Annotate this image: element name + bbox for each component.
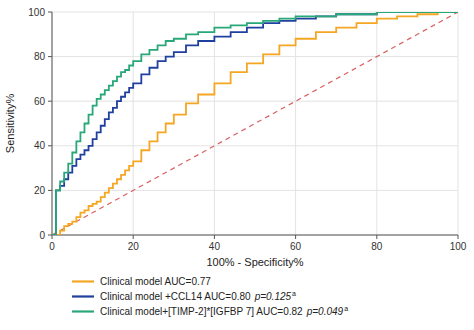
y-tick xyxy=(48,235,52,236)
y-axis xyxy=(52,12,53,235)
x-tick xyxy=(376,235,377,239)
y-tick-label: 80 xyxy=(34,51,46,62)
y-tick-label: 40 xyxy=(34,140,46,151)
y-tick xyxy=(48,12,52,13)
grid-line-y xyxy=(52,56,458,57)
x-axis xyxy=(52,235,458,236)
roc-curve xyxy=(52,12,458,235)
y-axis-label: Sensitivity% xyxy=(4,94,16,154)
x-tick-label: 80 xyxy=(371,241,383,252)
legend-entry: Clinical model AUC=0.77 xyxy=(100,276,211,287)
grid-line-x xyxy=(458,12,459,235)
y-tick-label: 0 xyxy=(39,230,45,241)
grid-line-x xyxy=(133,12,134,235)
legend-label: Clinical model +CCL14 AUC=0.80 xyxy=(100,291,251,302)
legend: Clinical model AUC=0.77 Clinical model +C… xyxy=(72,276,348,317)
plot-area xyxy=(52,12,458,235)
grid-line-y xyxy=(52,235,458,236)
grid-line-y xyxy=(52,190,458,191)
legend-entry: Clinical model+[TIMP-2]*[IGFBP 7] AUC=0.… xyxy=(100,305,348,317)
x-tick-label: 0 xyxy=(49,241,55,252)
grid-line-y xyxy=(52,101,458,102)
grid-line-x xyxy=(214,12,215,235)
x-axis-label: 100% - Specificity% xyxy=(206,256,303,268)
x-tick xyxy=(133,235,134,239)
legend-entry: Clinical model +CCL14 AUC=0.80p=0.125a xyxy=(100,290,296,302)
grid-line-x xyxy=(52,12,53,235)
y-tick xyxy=(48,145,52,146)
x-tick xyxy=(295,235,296,239)
x-tick xyxy=(52,235,53,239)
legend-p-value: p=0.125 xyxy=(254,291,292,302)
y-tick-label: 60 xyxy=(34,96,46,107)
y-tick xyxy=(48,101,52,102)
reference-line xyxy=(52,12,458,235)
grid xyxy=(52,12,458,235)
x-tick xyxy=(214,235,215,239)
chart: 0 20 40 60 80 100 0 20 40 60 80 100 100% - Specifici… xyxy=(0,0,474,330)
legend-footnote: a xyxy=(292,290,296,297)
x-tick-label: 100 xyxy=(450,241,467,252)
x-tick-label: 40 xyxy=(209,241,221,252)
legend-swatch xyxy=(72,310,94,312)
roc-curve xyxy=(52,12,458,235)
y-tick-label: 20 xyxy=(34,185,46,196)
y-tick xyxy=(48,190,52,191)
y-tick-label: 100 xyxy=(28,7,45,18)
x-tick-label: 20 xyxy=(128,241,140,252)
roc-curve xyxy=(52,12,458,235)
y-tick xyxy=(48,56,52,57)
legend-label: Clinical model AUC=0.77 xyxy=(100,276,211,287)
grid-line-y xyxy=(52,145,458,146)
legend-swatch xyxy=(72,295,94,297)
legend-swatch xyxy=(72,280,94,282)
legend-p-value: p=0.049 xyxy=(306,306,344,317)
x-tick xyxy=(458,235,459,239)
grid-line-x xyxy=(376,12,377,235)
legend-footnote: a xyxy=(344,305,348,312)
legend-label: Clinical model+[TIMP-2]*[IGFBP 7] AUC=0.… xyxy=(100,306,303,317)
x-tick-label: 60 xyxy=(290,241,302,252)
